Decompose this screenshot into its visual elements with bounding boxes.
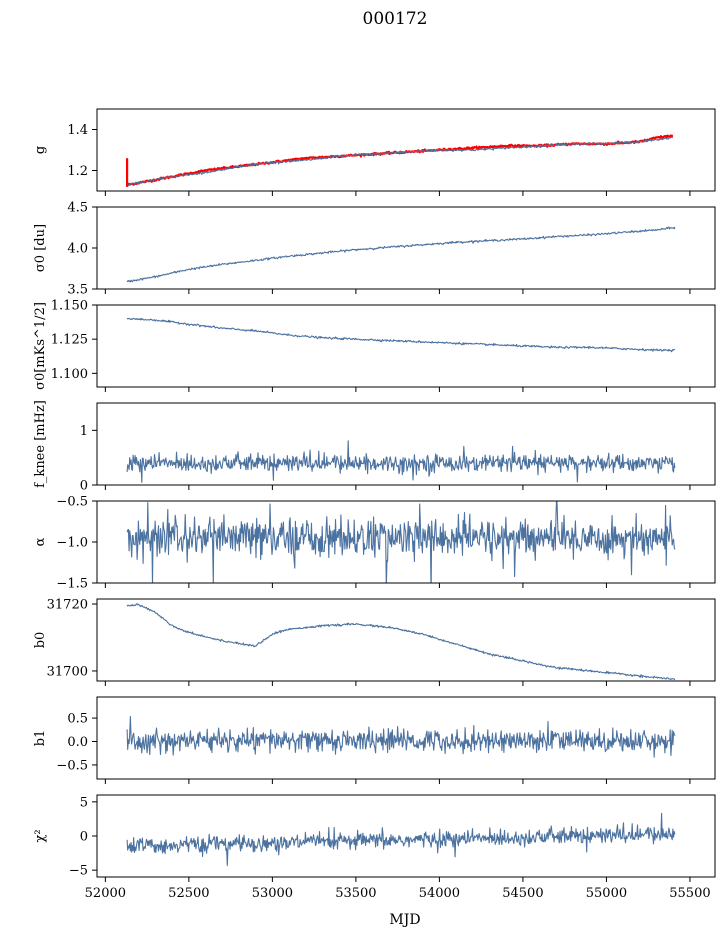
panel-frame xyxy=(96,598,716,682)
panel-5: −1.5 −1.0 −0.5 α xyxy=(33,495,716,592)
y-tick-label: 4.5 xyxy=(67,201,88,216)
y-tick-label: 1.4 xyxy=(67,123,88,138)
y-tick-label: 1.100 xyxy=(51,367,88,382)
x-axis-label: MJD xyxy=(389,912,420,928)
y-tick-label: 1.125 xyxy=(51,333,88,348)
panel-plot-area xyxy=(126,812,676,867)
figure-title: 000172 xyxy=(363,9,428,29)
y-tick-label: 5 xyxy=(80,795,88,810)
y-tick-label: 4.0 xyxy=(67,242,88,257)
panel-plot-area xyxy=(126,226,676,283)
x-tick-label: 52000 xyxy=(85,886,126,901)
panel-4: 0 1 f_knee [mHz] xyxy=(33,400,716,494)
panel-6: 31700 31720 b0 xyxy=(33,598,716,686)
y-axis-label: σ0 [du] xyxy=(33,224,48,272)
y-axis-label: α xyxy=(33,537,48,546)
panel-plot-area xyxy=(126,317,676,353)
x-tick-label: 54000 xyxy=(419,886,460,901)
panel-plot-area xyxy=(126,501,676,583)
y-tick-label: −1.0 xyxy=(56,536,88,551)
y-tick-label: −0.5 xyxy=(56,758,88,773)
series-line-1 xyxy=(126,226,676,283)
y-axis-label: f_knee [mHz] xyxy=(33,400,48,488)
panel-7: −0.5 0.0 0.5 b1 xyxy=(33,696,716,784)
y-tick-label: 0.5 xyxy=(67,712,88,727)
y-tick-label: 1 xyxy=(80,424,88,439)
panel-frame xyxy=(96,304,716,388)
x-tick-label: 55500 xyxy=(669,886,710,901)
panel-plot-area xyxy=(126,603,676,681)
panel-2: 3.5 4.0 4.5 σ0 [du] xyxy=(33,201,716,298)
series-line-1 xyxy=(126,812,676,867)
y-tick-label: 1.150 xyxy=(51,299,88,314)
series-line-1 xyxy=(126,134,674,186)
series-line-1 xyxy=(126,715,676,758)
panel-1: 1.2 1.4 g xyxy=(33,108,716,196)
y-tick-label: 1.2 xyxy=(67,164,88,179)
panel-frame xyxy=(96,206,716,290)
series-line-1 xyxy=(126,501,676,583)
y-tick-label: 0 xyxy=(80,479,88,494)
y-axis-label: σ0[mKs^1/2] xyxy=(33,302,48,390)
x-tick-label: 55000 xyxy=(586,886,627,901)
y-tick-label: 0 xyxy=(80,830,88,845)
y-tick-label: −0.5 xyxy=(56,495,88,510)
y-axis-label: χ² xyxy=(33,829,48,842)
series-line-2 xyxy=(127,136,674,186)
y-tick-label: 31720 xyxy=(47,598,88,613)
x-tick-label: 54500 xyxy=(502,886,543,901)
series-line-1 xyxy=(126,603,676,681)
panel-8: −5 0 5 52000 52500 53000 53500 54000 54500 55000 5… xyxy=(33,794,716,901)
x-tick-label: 52500 xyxy=(168,886,209,901)
y-tick-label: 3.5 xyxy=(67,283,88,298)
series-line-1 xyxy=(126,440,676,483)
x-tick-label: 53000 xyxy=(252,886,293,901)
y-tick-label: 31700 xyxy=(47,664,88,679)
panel-frame xyxy=(96,696,716,780)
y-axis-label: b0 xyxy=(33,632,48,649)
series-line-1 xyxy=(126,317,676,353)
y-tick-label: 0.0 xyxy=(67,735,88,750)
panel-frame xyxy=(96,108,716,192)
panel-frame xyxy=(96,402,716,486)
y-axis-label: g xyxy=(33,146,48,154)
y-tick-label: −5 xyxy=(69,864,88,879)
panel-plot-area xyxy=(126,440,676,483)
panel-plot-area xyxy=(126,715,676,758)
x-tick-label: 53500 xyxy=(335,886,376,901)
y-tick-label: −1.5 xyxy=(56,577,88,592)
panel-plot-area xyxy=(126,134,674,187)
panels-group: 1.2 1.4 g 3.5 4.0 4.5 σ0 [du] 1.100 1.125 1.150σ0… xyxy=(33,108,716,901)
y-axis-label: b1 xyxy=(33,730,48,747)
